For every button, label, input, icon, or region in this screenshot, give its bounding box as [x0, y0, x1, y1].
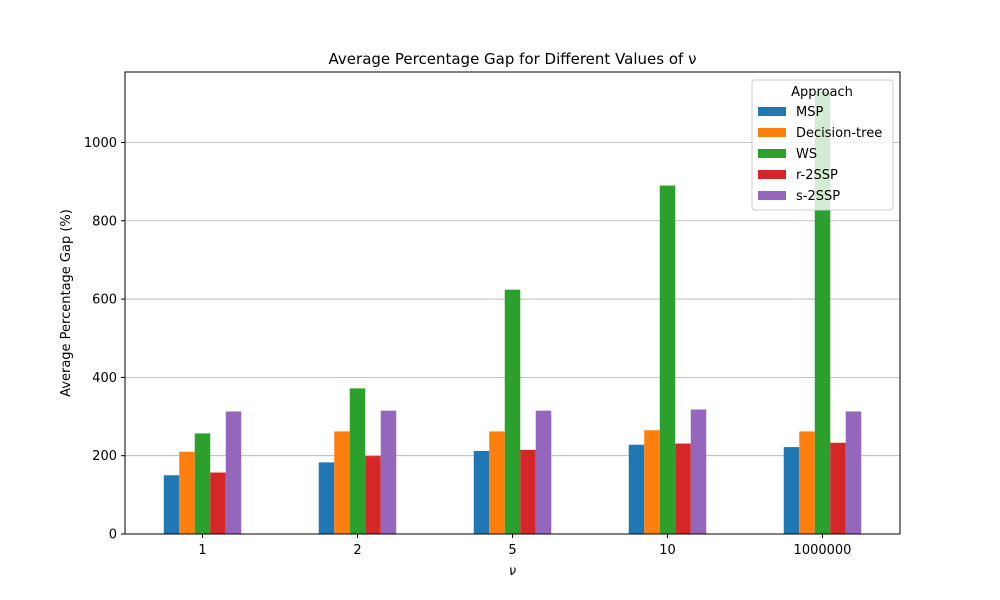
legend-swatch [758, 107, 786, 116]
x-axis-label: ν [509, 564, 516, 579]
bar-msp [318, 462, 335, 534]
bar-ws [194, 433, 211, 534]
bar-msp [163, 475, 180, 534]
bar-s-2ssp [690, 409, 707, 534]
bar-decision-tree [799, 431, 815, 534]
bar-r-2ssp [520, 449, 536, 534]
bar-decision-tree [489, 431, 505, 534]
bar-s-2ssp [845, 411, 862, 534]
legend-entry: MSP [796, 105, 823, 120]
y-tick-label: 1000 [84, 136, 117, 151]
bar-s-2ssp [535, 410, 552, 534]
bar-s-2ssp [380, 410, 397, 534]
chart-title: Average Percentage Gap for Different Val… [329, 50, 697, 68]
bar-r-2ssp [675, 443, 691, 534]
bar-decision-tree [179, 451, 195, 534]
legend-entry: s-2SSP [796, 189, 840, 204]
legend-swatch [758, 170, 786, 179]
y-tick-label: 400 [92, 371, 117, 386]
bar-r-2ssp [210, 472, 226, 534]
legend-swatch [758, 149, 786, 158]
x-tick-label: 1 [198, 543, 206, 558]
bar-r-2ssp [830, 442, 846, 534]
y-tick-label: 600 [92, 293, 117, 308]
bar-s-2ssp [225, 411, 242, 534]
bar-ws [659, 185, 676, 535]
legend-entry: WS [796, 147, 817, 162]
legend-entry: r-2SSP [796, 168, 838, 183]
bar-r-2ssp [365, 456, 381, 534]
axis-ticks: 0 200 400 600 800 1000 1 2 5 10 1000000 [84, 136, 852, 558]
bar-decision-tree [334, 431, 350, 534]
bar-msp [628, 444, 645, 534]
x-tick-label: 1000000 [794, 543, 852, 558]
bar-msp [783, 447, 800, 534]
legend-box [751, 79, 894, 211]
y-axis-label: Average Percentage Gap (%) [59, 209, 74, 397]
legend-swatch [758, 128, 786, 137]
legend-title: Approach [791, 85, 853, 100]
bar-msp [473, 450, 490, 534]
x-tick-label: 5 [508, 543, 516, 558]
legend-swatch [758, 191, 786, 200]
bar-ws [504, 289, 521, 534]
legend: Approach MSP Decision-tree WS r-2SSP s-2SSP [751, 79, 894, 211]
legend-entry: Decision-tree [796, 126, 882, 141]
bar-ws [349, 388, 366, 534]
bar-decision-tree [644, 430, 660, 534]
x-tick-label: 10 [659, 543, 676, 558]
x-tick-label: 2 [353, 543, 361, 558]
y-tick-label: 200 [92, 449, 117, 464]
y-tick-label: 0 [109, 528, 117, 543]
y-tick-label: 800 [92, 214, 117, 229]
